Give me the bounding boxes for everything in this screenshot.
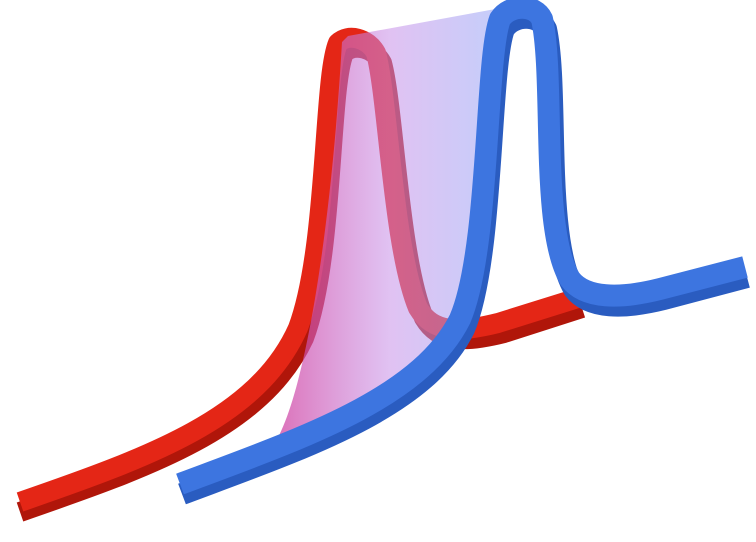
page [0,0,756,542]
illustration [0,0,756,542]
